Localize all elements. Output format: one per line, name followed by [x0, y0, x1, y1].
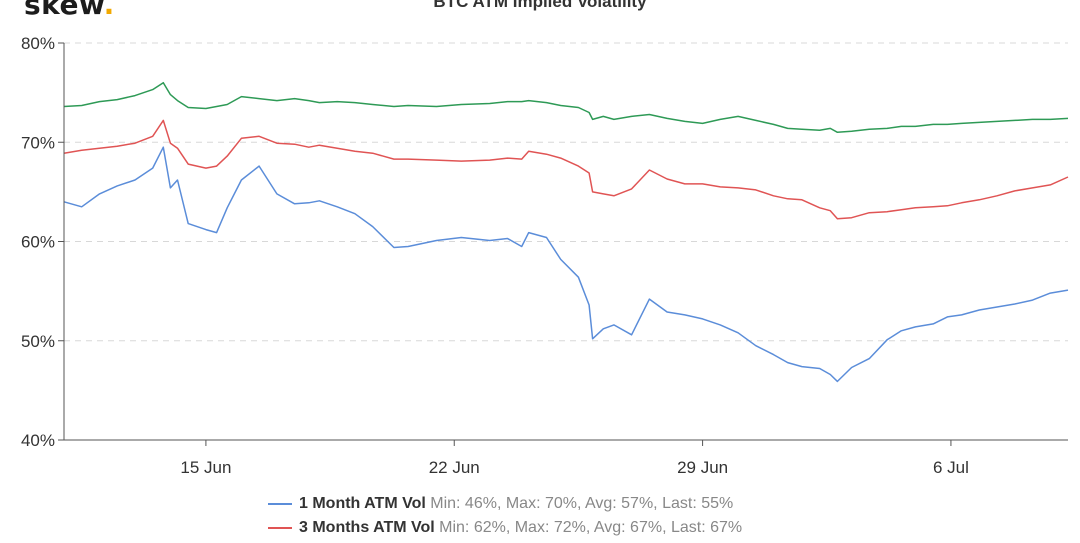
- y-tick-label: 40%: [21, 431, 55, 450]
- y-axis-ticks: 40% 50% 60% 70% 80%: [21, 34, 64, 450]
- x-tick-label: 29 Jun: [677, 458, 728, 477]
- legend-item-1m[interactable]: 1 Month ATM Vol Min: 46%, Max: 70%, Avg:…: [268, 492, 742, 516]
- x-tick-label: 22 Jun: [429, 458, 480, 477]
- y-tick-label: 80%: [21, 34, 55, 53]
- x-tick-label: 15 Jun: [180, 458, 231, 477]
- legend-item-3m[interactable]: 3 Months ATM Vol Min: 62%, Max: 72%, Avg…: [268, 516, 742, 540]
- chart-title: BTC ATM Implied Volatility: [433, 0, 647, 11]
- x-axis-ticks: 15 Jun 22 Jun 29 Jun 6 Jul: [180, 440, 969, 477]
- legend-series-name: 1 Month ATM Vol: [299, 495, 426, 512]
- legend-series-stats: Min: 46%, Max: 70%, Avg: 57%, Last: 55%: [430, 495, 734, 512]
- series-line-1: [63, 119, 1069, 220]
- logo-dot: .: [103, 0, 115, 21]
- chart-legend: 1 Month ATM Vol Min: 46%, Max: 70%, Avg:…: [268, 492, 742, 540]
- logo-text: skew: [24, 0, 104, 21]
- y-tick-label: 50%: [21, 332, 55, 351]
- legend-series-stats: Min: 62%, Max: 72%, Avg: 67%, Last: 67%: [439, 519, 743, 536]
- y-tick-label: 70%: [21, 133, 55, 152]
- series-layer: [63, 81, 1069, 383]
- series-line-0: [63, 146, 1069, 383]
- x-tick-label: 6 Jul: [933, 458, 969, 477]
- legend-swatch-3m: [268, 526, 292, 529]
- y-tick-label: 60%: [21, 233, 55, 252]
- series-line-2: [63, 81, 1069, 134]
- skew-logo: skew.: [24, 0, 115, 21]
- legend-series-name: 3 Months ATM Vol: [299, 519, 435, 536]
- legend-swatch-1m: [268, 502, 292, 505]
- grid-lines: [64, 42, 1068, 342]
